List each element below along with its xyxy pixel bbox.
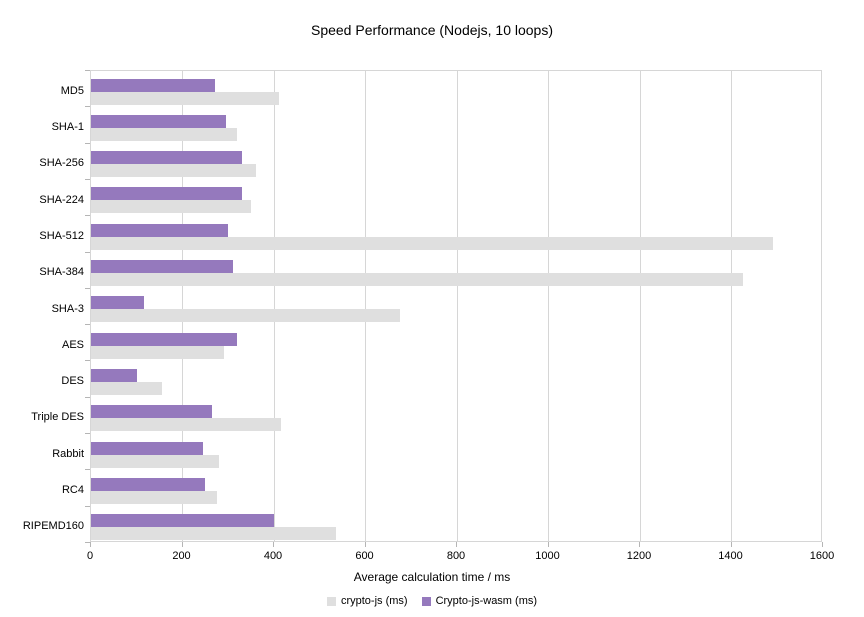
chart-title: Speed Performance (Nodejs, 10 loops) [310, 22, 554, 38]
bar-des [91, 368, 137, 382]
y-axis-tick [85, 469, 90, 471]
y-axis-tick [85, 287, 90, 289]
y-axis-tick [85, 106, 90, 108]
x-axis-tick [181, 542, 183, 547]
gridline [365, 71, 366, 541]
y-axis-tick [85, 433, 90, 435]
bar-sha-256 [91, 164, 256, 178]
y-axis-label: AES [61, 338, 84, 351]
bar-sha-224 [91, 200, 252, 214]
gridline [456, 71, 458, 541]
x-axis-tick-label: 400 [263, 550, 283, 562]
x-axis-tick-label: 0 [86, 550, 94, 562]
y-axis-label: SHA-1 [51, 120, 84, 133]
legend-swatch-icon [421, 596, 431, 606]
y-axis-tick [85, 142, 90, 144]
x-axis-tick-label: 1400 [718, 550, 743, 562]
x-axis-title: Average calculation time / ms [353, 570, 511, 584]
bar-aes [91, 332, 238, 346]
x-axis-tick [90, 542, 91, 547]
bar-rc4 [91, 477, 206, 491]
legend-item: crypto-js (ms) [326, 595, 408, 607]
y-axis-label: Rabbit [52, 447, 84, 460]
x-axis-tick [456, 542, 457, 547]
bar-md5 [91, 78, 215, 92]
x-axis-tick [822, 542, 823, 547]
bar-sha-256 [91, 151, 242, 165]
y-axis-label: SHA-3 [51, 302, 84, 315]
bar-sha-3 [91, 309, 400, 323]
bar-sha-384 [91, 273, 743, 287]
y-axis-label: RC4 [61, 484, 84, 497]
bar-ripemd160 [91, 527, 336, 541]
gridline [182, 71, 183, 541]
y-axis-tick [85, 215, 90, 217]
y-axis-label: SHA-384 [39, 266, 84, 279]
bar-sha-384 [91, 260, 233, 274]
y-axis-tick [85, 251, 90, 253]
y-axis-tick [85, 324, 90, 326]
gridline [731, 71, 732, 541]
y-axis-tick [85, 360, 90, 362]
bar-triple-des [91, 405, 213, 419]
bar-rc4 [91, 490, 217, 504]
bar-rabbit [91, 454, 220, 468]
bar-aes [91, 345, 224, 359]
bar-des [91, 381, 162, 395]
x-axis-tick [639, 542, 640, 547]
y-axis-label: Triple DES [31, 411, 84, 424]
x-axis-tick [730, 542, 732, 547]
x-axis-tick [273, 542, 274, 547]
bar-sha-224 [91, 187, 242, 201]
x-axis-tick-label: 1000 [535, 550, 560, 562]
bar-sha-3 [91, 296, 144, 310]
x-axis-tick-label: 1600 [809, 550, 835, 562]
y-axis-tick [85, 178, 90, 180]
gridline [273, 71, 275, 541]
bar-triple-des [91, 418, 281, 432]
legend-item: Crypto-js-wasm (ms) [421, 595, 538, 607]
legend-label: crypto-js (ms) [340, 595, 408, 607]
x-axis-tick-label: 200 [172, 550, 191, 562]
bar-rabbit [91, 441, 204, 455]
y-axis-label: MD5 [60, 84, 84, 97]
x-axis-tick-label: 600 [355, 550, 374, 562]
y-axis-label: SHA-256 [39, 157, 84, 170]
legend-swatch-icon [326, 596, 336, 606]
bar-md5 [91, 91, 279, 105]
y-axis-label: RIPEMD160 [22, 520, 84, 533]
y-axis-tick [85, 542, 90, 543]
x-axis-tick [547, 542, 549, 547]
bar-sha-1 [91, 127, 238, 141]
gridline [639, 71, 641, 541]
gridline [548, 71, 549, 541]
legend-label: Crypto-js-wasm (ms) [435, 595, 538, 607]
bar-sha-512 [91, 236, 773, 250]
x-axis-tick [364, 542, 366, 547]
x-axis-tick-label: 1200 [626, 550, 652, 562]
y-axis-label: SHA-224 [39, 193, 84, 206]
bar-sha-1 [91, 114, 226, 128]
plot-area [90, 70, 822, 542]
y-axis-label: DES [61, 375, 84, 388]
y-axis-label: SHA-512 [39, 229, 84, 242]
y-axis-tick [85, 396, 90, 398]
y-axis-tick [85, 505, 90, 507]
x-axis-tick-label: 800 [446, 550, 466, 562]
bar-ripemd160 [91, 514, 274, 528]
y-axis-tick [85, 70, 90, 71]
bar-sha-512 [91, 223, 229, 237]
legend: crypto-js (ms) Crypto-js-wasm (ms) [0, 595, 864, 607]
